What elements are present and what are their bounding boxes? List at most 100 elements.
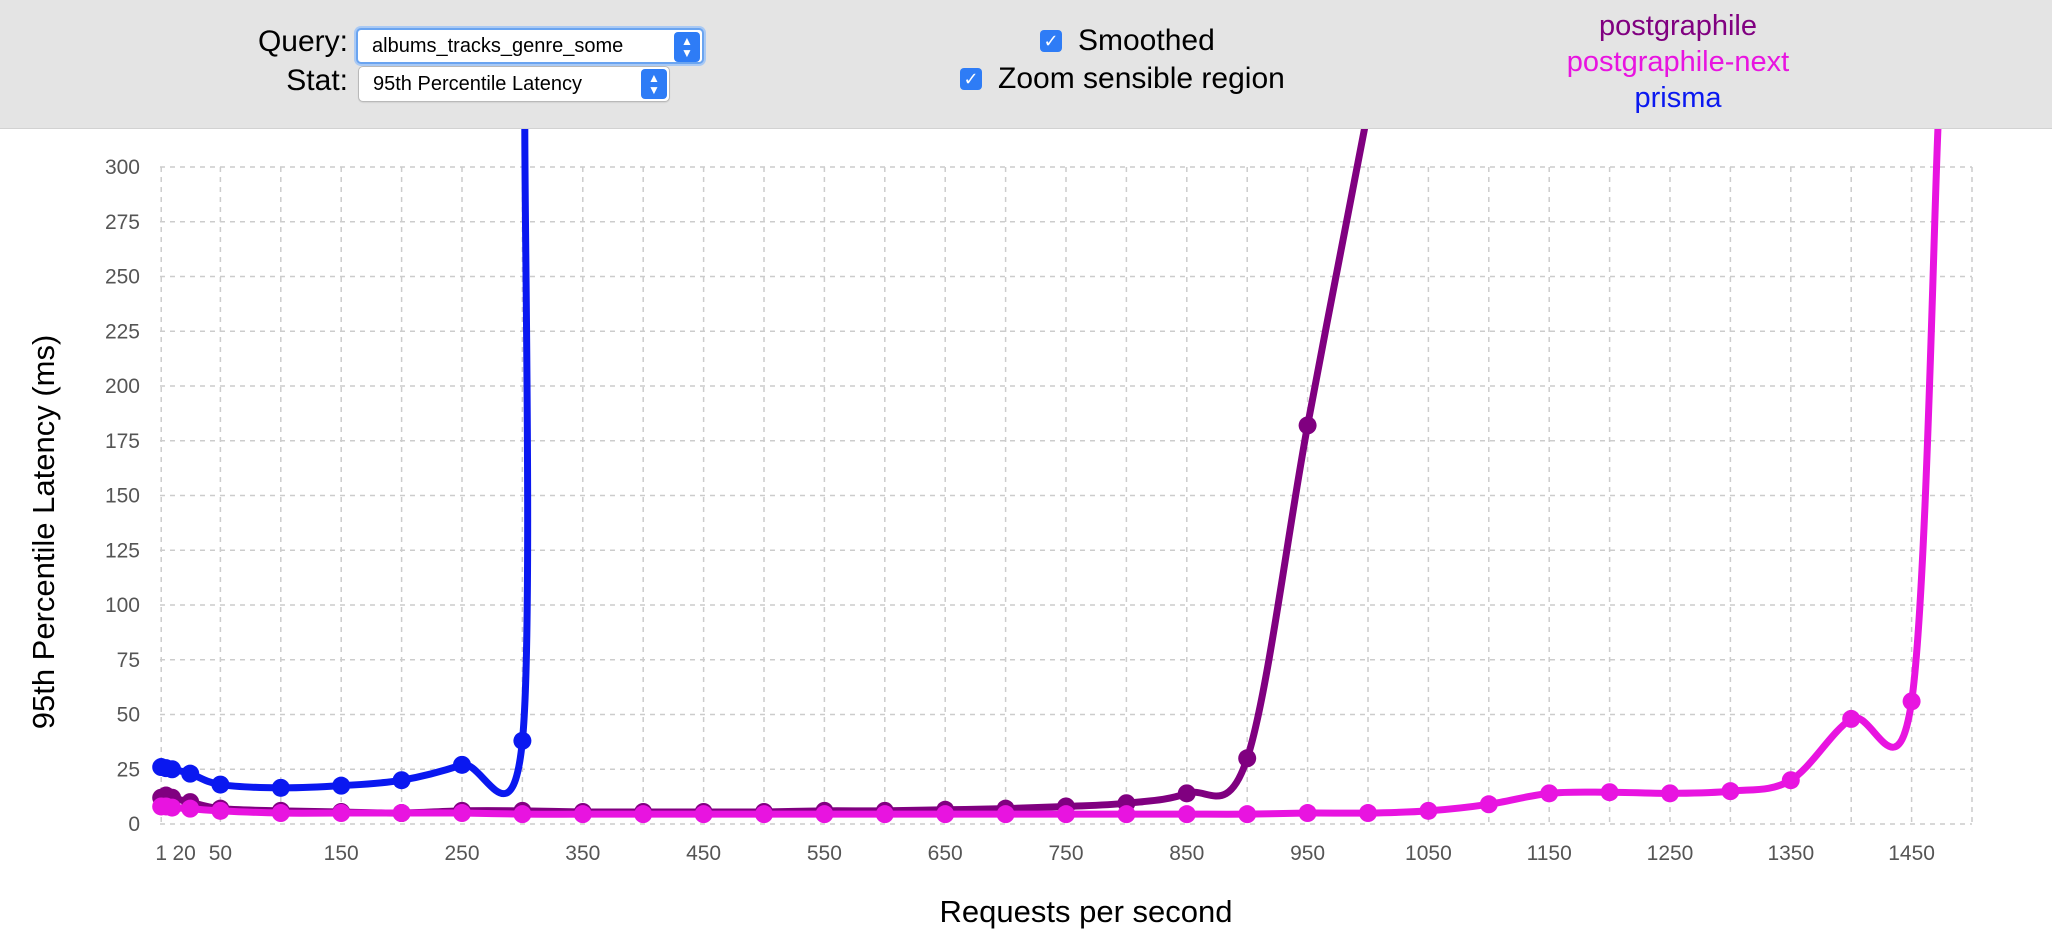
- data-point: [1298, 416, 1317, 435]
- y-tick-label: 50: [117, 704, 140, 727]
- y-tick-label: 150: [105, 485, 140, 508]
- data-point: [1298, 804, 1317, 823]
- data-point: [1177, 784, 1196, 803]
- y-axis-label: 95th Percentile Latency (ms): [26, 335, 61, 730]
- data-point: [513, 731, 532, 750]
- data-point: [755, 805, 773, 824]
- data-point: [1419, 801, 1438, 820]
- data-point: [1902, 692, 1921, 711]
- stat-label: Stat:: [286, 64, 348, 97]
- x-tick-label: 20: [172, 842, 195, 865]
- legend-postgraphile-next: postgraphile-next: [1566, 46, 1790, 78]
- select-arrows-icon: ▲ ▼: [641, 69, 667, 99]
- y-tick-label: 300: [105, 156, 140, 179]
- legend-prisma: prisma: [1634, 82, 1722, 114]
- zoom-toggle[interactable]: ✓ Zoom sensible region: [960, 62, 1285, 96]
- x-tick-label: 1350: [1767, 842, 1814, 865]
- data-point: [1721, 782, 1740, 801]
- x-tick-label: 1250: [1647, 842, 1694, 865]
- data-point: [1238, 805, 1257, 824]
- x-tick-label: 950: [1290, 842, 1325, 865]
- data-point: [1661, 784, 1679, 803]
- data-point: [694, 805, 713, 824]
- x-tick-label: 1450: [1888, 842, 1935, 865]
- data-point: [1359, 804, 1377, 823]
- data-point: [211, 775, 230, 794]
- smoothed-label: Smoothed: [1078, 24, 1215, 57]
- x-tick-label: 850: [1169, 842, 1204, 865]
- data-point: [1600, 783, 1619, 802]
- data-point: [211, 801, 230, 820]
- grid: [160, 166, 1973, 825]
- x-tick-label: 250: [444, 842, 479, 865]
- y-tick-label: 200: [105, 375, 140, 398]
- y-tick-label: 275: [105, 211, 140, 234]
- x-tick-label: 1150: [1527, 842, 1572, 865]
- tick-labels: 0 25 50 75 100 125 150 175 200 225 250 275 300 1 20 50 1…: [105, 156, 1935, 865]
- data-point: [332, 804, 351, 823]
- query-label: Query:: [257, 25, 348, 58]
- y-tick-label: 175: [105, 430, 140, 453]
- series-postgraphile: [152, 119, 1370, 823]
- data-point: [1842, 709, 1861, 728]
- x-tick-label: 650: [928, 842, 963, 865]
- y-tick-label: 250: [105, 266, 140, 289]
- query-select[interactable]: albums_tracks_genre_some ▲ ▼: [356, 28, 704, 64]
- select-arrows-icon: ▲ ▼: [674, 32, 700, 62]
- data-point: [1117, 805, 1136, 824]
- y-tick-label: 25: [117, 758, 140, 781]
- data-point: [1238, 749, 1257, 768]
- data-point: [996, 805, 1015, 824]
- data-point: [453, 804, 471, 823]
- x-tick-label: 150: [324, 842, 359, 865]
- data-point: [271, 804, 290, 823]
- data-point: [1479, 795, 1498, 814]
- stat-select[interactable]: 95th Percentile Latency ▲ ▼: [358, 66, 670, 102]
- toolbar: Query: albums_tracks_genre_some ▲ ▼ Stat:…: [0, 0, 2052, 129]
- data-point: [1057, 805, 1075, 824]
- series-postgraphile-next: [152, 119, 1942, 824]
- data-point: [573, 805, 592, 824]
- data-point: [271, 778, 290, 797]
- x-tick-label: 550: [807, 842, 842, 865]
- data-point: [1177, 805, 1196, 824]
- x-tick-label: 350: [565, 842, 600, 865]
- data-point: [815, 805, 834, 824]
- data-point: [181, 799, 200, 818]
- data-point: [163, 760, 182, 779]
- series-line: [157, 119, 532, 798]
- y-tick-label: 125: [105, 539, 140, 562]
- y-tick-label: 225: [105, 320, 140, 343]
- series-prisma: [152, 119, 532, 798]
- data-point: [1781, 771, 1800, 790]
- checkmark-icon: ✓: [1040, 30, 1062, 52]
- x-tick-label: 1050: [1405, 842, 1452, 865]
- checkmark-icon: ✓: [960, 68, 982, 90]
- x-tick-label: 450: [686, 842, 721, 865]
- data-point: [936, 805, 955, 824]
- query-select-value: albums_tracks_genre_some: [372, 35, 624, 57]
- data-point: [181, 764, 200, 783]
- data-point: [453, 755, 471, 774]
- stat-select-value: 95th Percentile Latency: [373, 73, 583, 95]
- data-point: [1540, 784, 1559, 803]
- zoom-label: Zoom sensible region: [998, 62, 1285, 95]
- data-point: [163, 798, 182, 817]
- x-tick-label: 750: [1048, 842, 1083, 865]
- legend-postgraphile: postgraphile: [1599, 10, 1757, 42]
- data-point: [332, 776, 351, 795]
- y-tick-label: 0: [128, 813, 140, 836]
- data-point: [392, 804, 411, 823]
- x-tick-label: 50: [209, 842, 232, 865]
- y-tick-label: 100: [105, 594, 140, 617]
- data-point: [513, 805, 532, 824]
- x-tick-label: 1: [155, 842, 167, 865]
- x-axis-label: Requests per second: [940, 894, 1233, 929]
- data-point: [875, 805, 894, 824]
- smoothed-toggle[interactable]: ✓ Smoothed: [1040, 24, 1215, 58]
- series-line: [157, 119, 1942, 818]
- y-tick-label: 75: [117, 649, 140, 672]
- data-point: [634, 805, 653, 824]
- data-point: [392, 771, 411, 790]
